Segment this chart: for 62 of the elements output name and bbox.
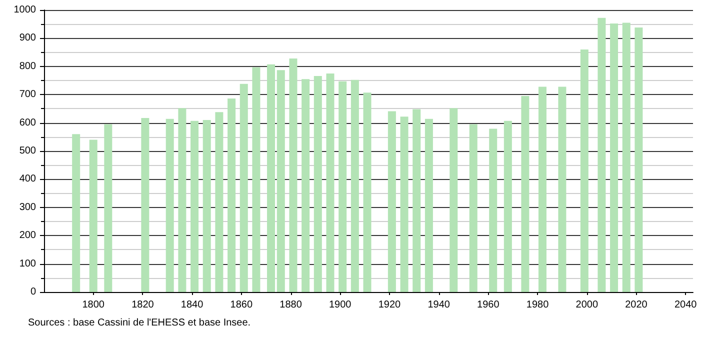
bar [326, 73, 334, 292]
bar [314, 76, 322, 292]
bar [338, 81, 347, 292]
bar [190, 120, 199, 292]
x-tick-label: 2020 [625, 300, 648, 310]
x-tick-label: 1840 [180, 300, 204, 310]
bar [141, 118, 150, 292]
x-tick-label: 1820 [132, 300, 154, 310]
x-tick-label: 1900 [328, 300, 352, 310]
bar [424, 118, 433, 292]
x-tick-label: 1980 [526, 300, 550, 310]
bar [240, 84, 248, 292]
bar [89, 140, 98, 292]
y-tick-label: 400 [19, 174, 36, 185]
bar [504, 120, 512, 292]
bar [598, 18, 606, 292]
bar [252, 67, 260, 292]
bar [400, 116, 408, 292]
y-tick-label: 0 [30, 286, 36, 298]
bar [634, 27, 643, 292]
x-tick-label: 2040 [674, 300, 698, 310]
bar [202, 120, 211, 292]
y-tick-label: 200 [19, 230, 36, 242]
x-tick-label: 1940 [428, 300, 450, 310]
y-tick-label: 100 [19, 258, 36, 270]
bar [228, 98, 236, 292]
y-tick-label: 700 [19, 89, 36, 100]
bar [166, 118, 174, 292]
bar [215, 112, 224, 292]
x-tick-label: 2000 [576, 300, 598, 310]
y-tick-label: 600 [19, 117, 36, 128]
y-tick-label: 900 [19, 32, 36, 44]
bar [469, 124, 478, 292]
bar [489, 128, 498, 292]
x-tick-label: 1860 [230, 300, 253, 310]
bar [289, 58, 298, 292]
bar [302, 79, 310, 292]
y-tick-label: 300 [19, 202, 36, 213]
bar [72, 134, 80, 292]
bar [610, 24, 618, 292]
bar [450, 108, 458, 292]
bar [388, 111, 396, 292]
x-tick-label: 1800 [82, 300, 105, 310]
y-tick-label: 1000 [14, 4, 36, 16]
bar [412, 109, 421, 292]
bar [580, 49, 588, 292]
bar [267, 64, 276, 292]
source-note: Sources : base Cassini de l'EHESS et base Insee. [28, 318, 251, 328]
bar [276, 70, 285, 292]
bar [521, 96, 530, 292]
bar [104, 124, 112, 292]
x-tick-label: 1960 [477, 300, 500, 310]
x-tick-label: 1920 [378, 300, 402, 310]
bar [558, 86, 566, 292]
x-tick-label: 1880 [280, 300, 302, 310]
bar [178, 108, 186, 292]
y-tick-label: 500 [19, 146, 36, 156]
y-tick-label: 800 [19, 60, 36, 72]
bar [350, 80, 359, 292]
bar [622, 22, 630, 292]
bar [538, 86, 546, 292]
bar [363, 92, 372, 292]
